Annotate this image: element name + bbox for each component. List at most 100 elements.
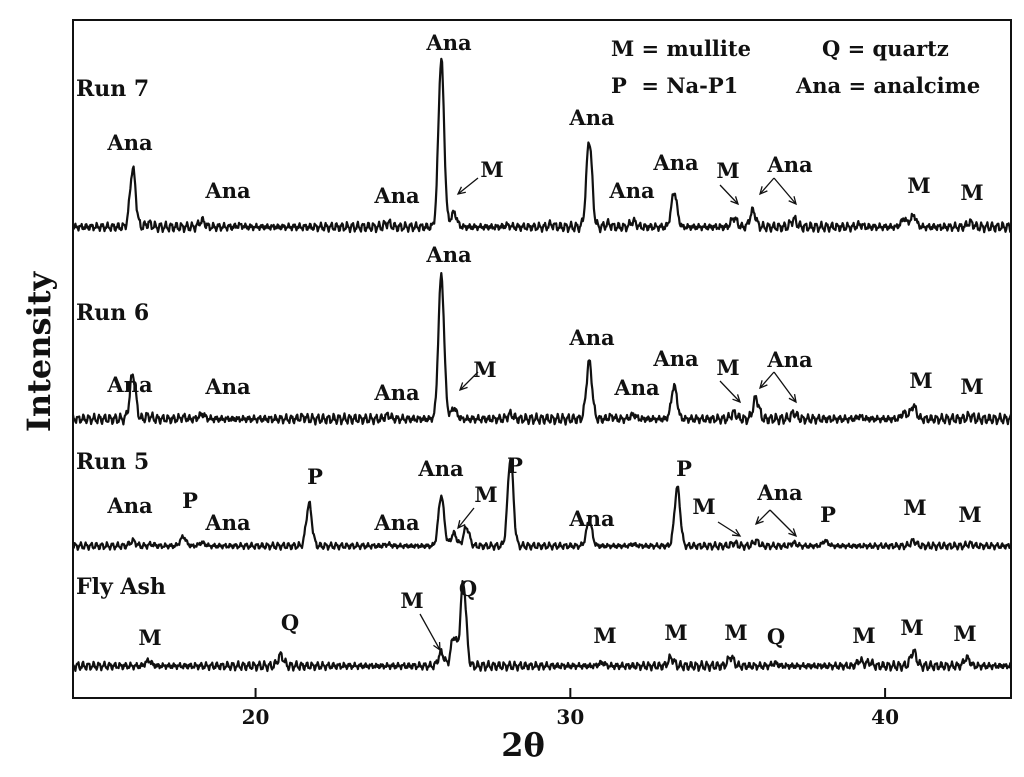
- peak-label-ana: Ana: [417, 456, 464, 481]
- peak-label-m: M: [480, 157, 503, 182]
- peak-label-ana: Ana: [652, 346, 699, 371]
- peak-arrow-head: [788, 528, 798, 538]
- peak-arrow: [719, 184, 739, 205]
- peak-arrow-head: [458, 382, 468, 392]
- peak-arrow-head: [457, 520, 466, 530]
- series-names: Run 7 Run 6 Run 5 Fly Ash: [76, 76, 166, 600]
- peak-arrow: [457, 507, 475, 529]
- peak-label-m: M: [716, 355, 739, 380]
- peak-arrow-head: [731, 528, 742, 537]
- peak-arrow-head: [788, 196, 797, 206]
- peak-label-m: M: [903, 495, 926, 520]
- peak-label-ana: Ana: [568, 325, 615, 350]
- peak-label-ana: Ana: [568, 105, 615, 130]
- legend-entry-na-p1: P = Na-P1: [611, 73, 738, 98]
- series-name-run-5: Run 5: [76, 449, 149, 475]
- peak-label-m: M: [953, 621, 976, 646]
- peak-label-m: M: [593, 623, 616, 648]
- peak-label-ana: Ana: [652, 150, 699, 175]
- peak-label-m: M: [400, 588, 423, 613]
- peak-label-m: M: [716, 158, 739, 183]
- peak-label-m: M: [138, 625, 161, 650]
- diffraction-traces: [71, 57, 1013, 673]
- peak-arrow: [773, 371, 797, 403]
- peak-arrow-head: [433, 641, 441, 652]
- peak-label-ana: Ana: [568, 506, 615, 531]
- peak-label-ana: Ana: [756, 480, 803, 505]
- peak-label-q: Q: [281, 610, 299, 635]
- peak-arrow-head: [759, 380, 768, 390]
- peak-arrows: [419, 177, 798, 652]
- peak-arrow-head: [730, 196, 740, 206]
- peak-arrow-head: [456, 186, 466, 195]
- peak-label-ana: Ana: [106, 130, 153, 155]
- peak-label-p: P: [820, 502, 836, 527]
- peak-label-m: M: [907, 173, 930, 198]
- peak-label-ana: Ana: [204, 178, 251, 203]
- trace-run-6: [71, 272, 1013, 426]
- legend: M = mullite Q = quartz P = Na-P1 Ana = a…: [611, 36, 980, 98]
- peak-label-m: M: [473, 357, 496, 382]
- peak-label-p: P: [182, 488, 198, 513]
- peak-arrow: [719, 380, 741, 403]
- peak-arrow: [759, 371, 775, 389]
- peak-label-ana: Ana: [608, 178, 655, 203]
- peak-label-ana: Ana: [425, 242, 472, 267]
- peak-arrow-head: [759, 186, 768, 196]
- peak-arrow-head: [754, 516, 764, 526]
- peak-label-ana: Ana: [204, 510, 251, 535]
- peak-arrow-head: [788, 394, 797, 404]
- peak-label-ana: Ana: [373, 380, 420, 405]
- peak-label-ana: Ana: [766, 347, 813, 372]
- peak-arrow: [755, 509, 771, 525]
- x-axis-ticks: 20 30 40: [242, 688, 899, 729]
- peak-arrow-head: [732, 394, 742, 404]
- peak-label-ana: Ana: [106, 372, 153, 397]
- legend-entry-quartz: Q = quartz: [822, 36, 949, 61]
- peak-label-m: M: [474, 482, 497, 507]
- trace-fly-ash: [72, 579, 1013, 673]
- x-tick-label-20: 20: [242, 705, 270, 729]
- peak-label-q: Q: [767, 624, 785, 649]
- peak-label-m: M: [960, 374, 983, 399]
- x-axis-label: 2θ: [501, 726, 545, 764]
- legend-entry-analcime: Ana = analcime: [795, 73, 980, 98]
- peak-arrow: [759, 177, 775, 195]
- peak-label-m: M: [664, 620, 687, 645]
- peak-arrow: [419, 613, 441, 651]
- peak-label-m: M: [692, 494, 715, 519]
- peak-label-p: P: [507, 453, 523, 478]
- trace-run-5: [72, 457, 1012, 552]
- peak-arrow: [769, 509, 797, 537]
- peak-label-m: M: [958, 502, 981, 527]
- peak-label-ana: Ana: [425, 30, 472, 55]
- peak-label-q: Q: [459, 576, 477, 601]
- peak-label-m: M: [724, 620, 747, 645]
- peak-label-p: P: [676, 456, 692, 481]
- peak-label-ana: Ana: [766, 152, 813, 177]
- x-tick-label-30: 30: [556, 705, 584, 729]
- peak-label-p: P: [307, 464, 323, 489]
- plot-frame: [72, 19, 1012, 699]
- peak-label-m: M: [900, 615, 923, 640]
- series-name-fly-ash: Fly Ash: [76, 574, 166, 600]
- y-axis-label: Intensity: [20, 271, 58, 433]
- peak-label-ana: Ana: [204, 374, 251, 399]
- peak-arrow: [459, 371, 479, 391]
- peak-label-ana: Ana: [373, 510, 420, 535]
- trace-run-7: [71, 57, 1013, 234]
- series-name-run-6: Run 6: [76, 300, 149, 326]
- peak-label-m: M: [909, 368, 932, 393]
- x-tick-label-40: 40: [871, 705, 899, 729]
- peak-arrow: [717, 521, 741, 537]
- series-name-run-7: Run 7: [76, 76, 149, 102]
- peak-label-m: M: [852, 623, 875, 648]
- peak-label-ana: Ana: [613, 375, 660, 400]
- peak-label-ana: Ana: [106, 493, 153, 518]
- peak-label-m: M: [960, 180, 983, 205]
- legend-entry-mullite: M = mullite: [611, 36, 751, 61]
- peak-arrow: [773, 177, 797, 205]
- peak-label-ana: Ana: [373, 183, 420, 208]
